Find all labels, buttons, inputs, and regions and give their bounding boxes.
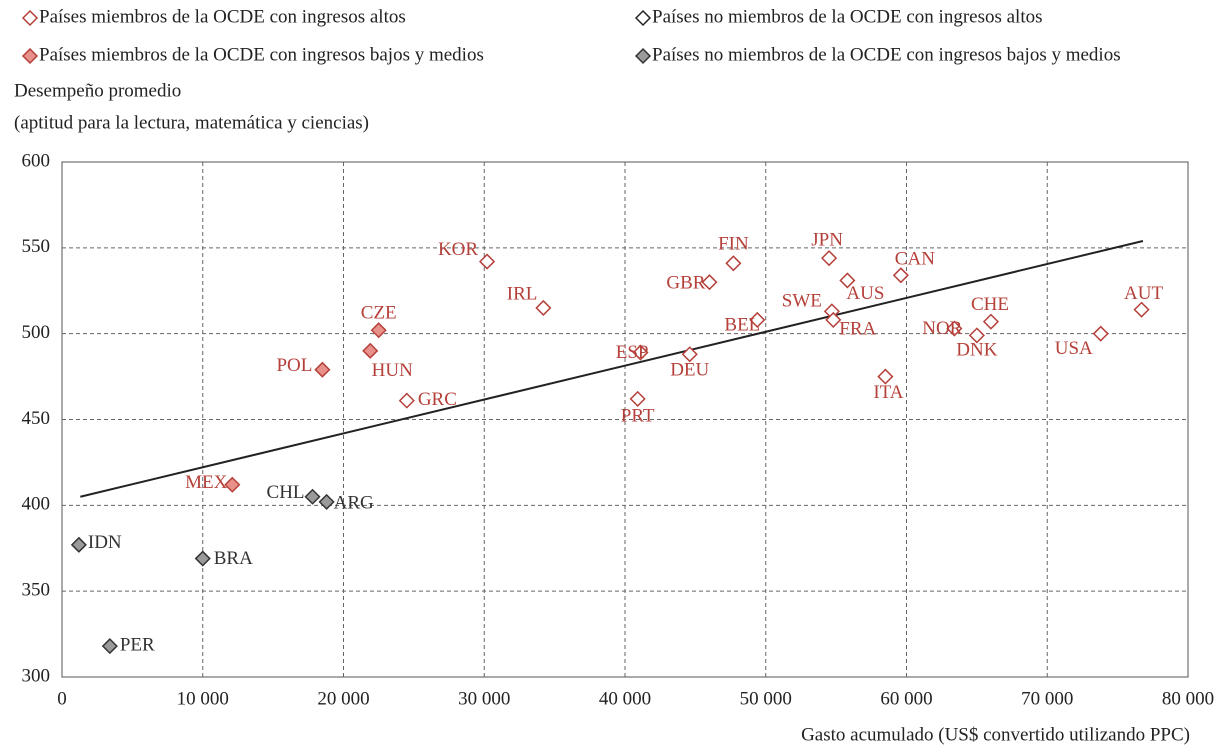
y-tick-label: 450 [22, 408, 51, 429]
point-label: GBR [666, 273, 705, 294]
point [821, 250, 838, 267]
point [535, 299, 552, 316]
point-label: HUN [372, 360, 413, 381]
point [725, 255, 742, 272]
point [877, 368, 894, 385]
point [224, 476, 241, 493]
point [825, 311, 842, 328]
legend-marker [634, 47, 652, 65]
point [398, 392, 415, 409]
legend-marker [21, 9, 39, 27]
legend-label: Países no miembros de la OCDE con ingres… [652, 44, 1121, 65]
point [701, 274, 718, 291]
legend-label: Países miembros de la OCDE con ingresos … [39, 6, 406, 27]
x-tick-label: 0 [57, 688, 67, 709]
point [304, 488, 321, 505]
point [749, 311, 766, 328]
point [1092, 325, 1109, 342]
point [479, 253, 496, 270]
point-label: MEX [185, 472, 228, 493]
point [362, 342, 379, 359]
point-label: CHL [267, 482, 305, 503]
x-tick-label: 30 000 [458, 688, 510, 709]
point [318, 493, 335, 510]
x-tick-label: 70 000 [1021, 688, 1073, 709]
point-label: BRA [214, 548, 253, 569]
legend-marker [21, 47, 39, 65]
x-tick-label: 80 000 [1162, 688, 1214, 709]
legend-marker [634, 9, 652, 27]
x-tick-label: 40 000 [599, 688, 651, 709]
legend-label: Países no miembros de la OCDE con ingres… [652, 6, 1043, 27]
point-label: SWE [782, 291, 822, 312]
point-label: PER [120, 634, 155, 655]
point [982, 313, 1000, 330]
point [194, 550, 211, 567]
point-label: IDN [88, 532, 122, 553]
point [370, 322, 387, 339]
point [892, 267, 909, 284]
point-label: JPN [811, 229, 843, 250]
point-label: IRL [507, 283, 538, 304]
point [314, 361, 331, 378]
y-axis-title: Desempeño promedio [14, 80, 181, 101]
y-tick-label: 500 [22, 322, 51, 343]
y-tick-label: 300 [22, 665, 51, 686]
point [681, 346, 698, 363]
point-label: FRA [839, 318, 876, 339]
x-tick-label: 50 000 [740, 688, 792, 709]
point-label: PRT [621, 405, 655, 426]
y-tick-label: 600 [22, 150, 51, 171]
point-label: CZE [361, 303, 397, 324]
point-label: FIN [718, 234, 749, 255]
x-tick-label: 60 000 [880, 688, 932, 709]
point-label: DNK [956, 340, 997, 361]
point-label: POL [276, 355, 312, 376]
point-label: ARG [334, 492, 374, 513]
x-tick-label: 10 000 [177, 688, 229, 709]
point [632, 344, 649, 361]
y-tick-label: 400 [22, 494, 51, 515]
point [968, 327, 985, 344]
legend-label: Países miembros de la OCDE con ingresos … [39, 44, 484, 65]
point [946, 320, 963, 337]
point [629, 390, 646, 407]
point [70, 536, 87, 553]
point-label: USA [1055, 338, 1093, 359]
point-label: AUS [846, 283, 884, 304]
point-label: GRC [418, 389, 457, 410]
y-tick-label: 550 [22, 236, 51, 257]
trendline [80, 239, 1144, 498]
point-label: DEU [670, 360, 709, 381]
point-label: NOR [922, 318, 962, 339]
x-tick-label: 20 000 [317, 688, 369, 709]
point [101, 638, 118, 655]
point-label: AUT [1124, 283, 1163, 304]
y-tick-label: 350 [22, 580, 51, 601]
point-label: CAN [895, 249, 935, 270]
point-label: KOR [438, 239, 478, 260]
y-axis-title: (aptitud para la lectura, matemática y c… [14, 112, 369, 133]
point-label: ITA [873, 382, 903, 403]
point-label: CHE [971, 294, 1009, 315]
point-label: BEL [724, 314, 760, 335]
x-axis-title: Gasto acumulado (US$ convertido utilizan… [801, 724, 1190, 745]
point [1133, 301, 1150, 318]
point [839, 272, 856, 289]
point-label: ESP [616, 342, 649, 363]
